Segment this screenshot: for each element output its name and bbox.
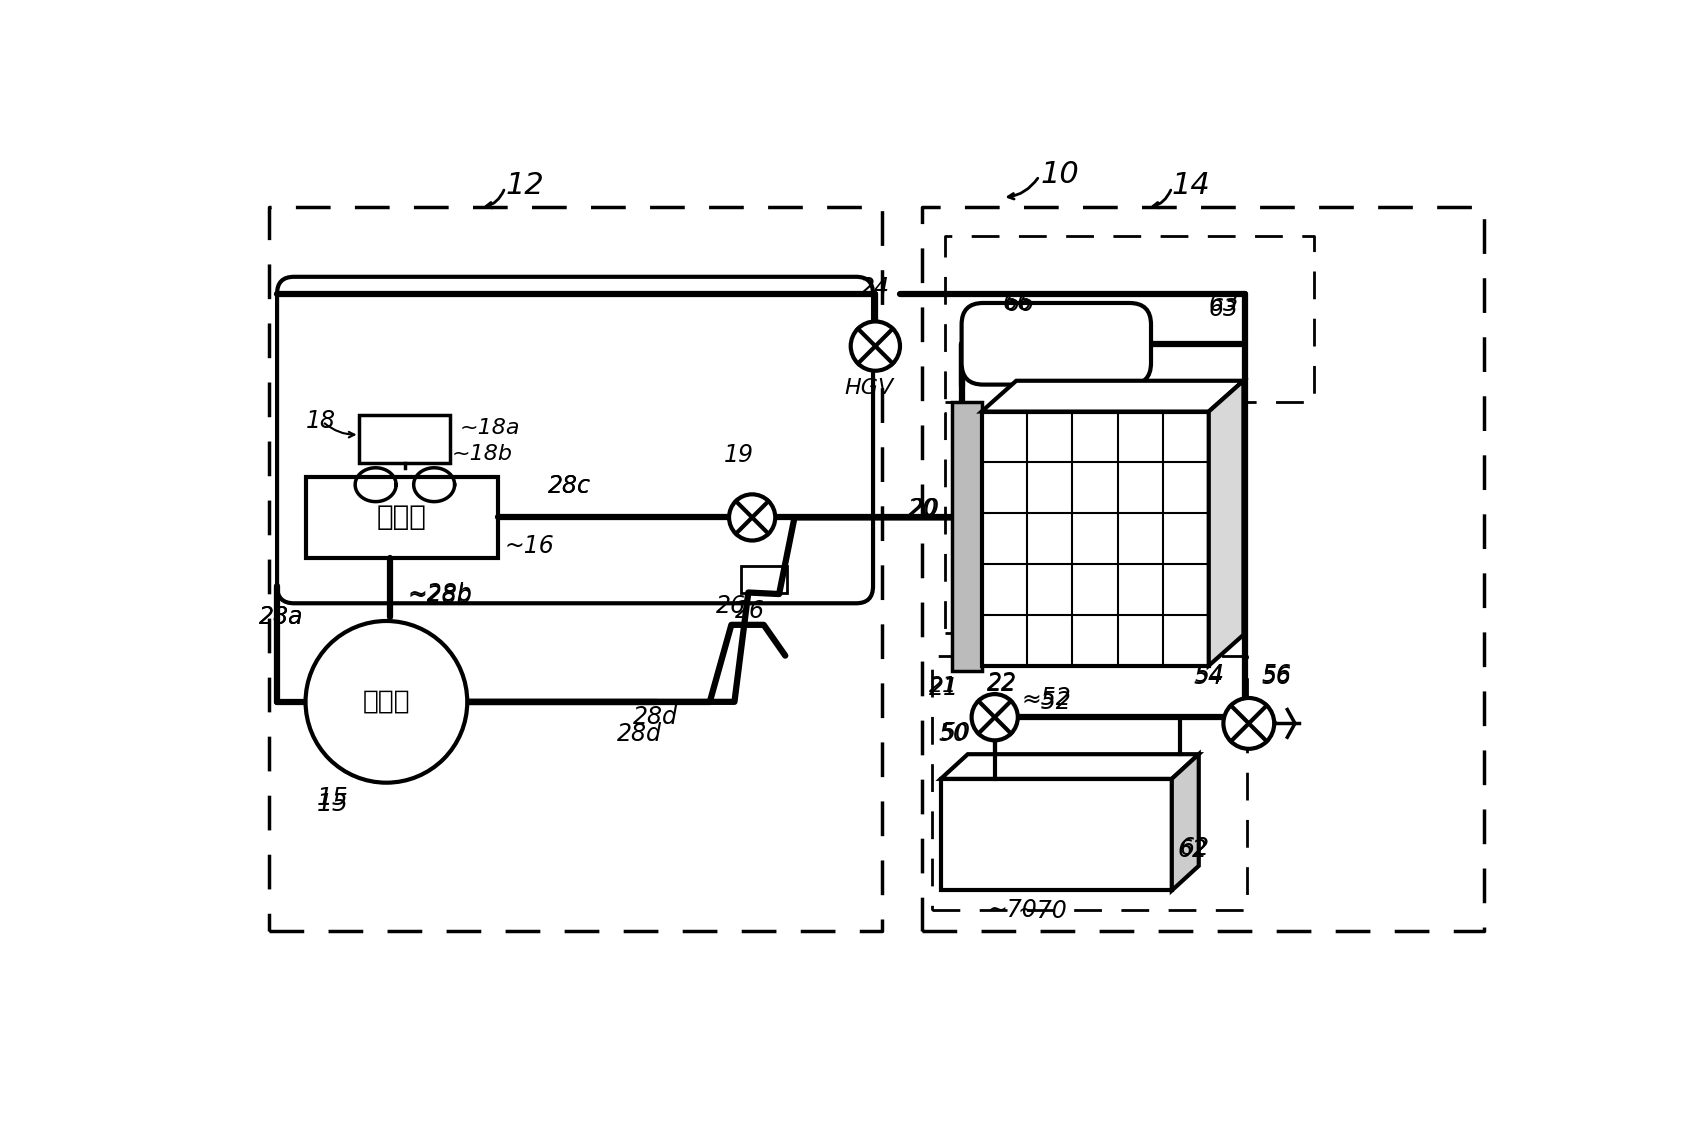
Text: ~52: ~52: [1021, 686, 1071, 711]
Polygon shape: [982, 411, 1208, 665]
Polygon shape: [359, 415, 451, 463]
FancyBboxPatch shape: [962, 303, 1151, 385]
Text: ~52: ~52: [1021, 690, 1071, 714]
Text: 50: 50: [941, 721, 970, 744]
Circle shape: [972, 694, 1018, 740]
Text: 56: 56: [1261, 663, 1292, 687]
Text: 62: 62: [1179, 837, 1210, 860]
Text: 21: 21: [929, 677, 958, 697]
Text: 14: 14: [1171, 171, 1210, 200]
Text: ~16: ~16: [504, 535, 553, 558]
Polygon shape: [306, 477, 499, 557]
Text: 12: 12: [505, 171, 545, 200]
Polygon shape: [953, 402, 982, 671]
Text: 66: 66: [1004, 292, 1035, 315]
Text: 28d: 28d: [633, 705, 677, 730]
Text: 54: 54: [1195, 663, 1225, 687]
Text: 50: 50: [938, 722, 968, 747]
Text: 20: 20: [911, 498, 940, 521]
Text: HGV: HGV: [844, 378, 894, 399]
Text: 62: 62: [1178, 838, 1208, 861]
Text: ~70: ~70: [1018, 900, 1067, 923]
Polygon shape: [1171, 754, 1198, 891]
Text: 10: 10: [1042, 160, 1079, 189]
Text: 54: 54: [1193, 665, 1224, 689]
Text: 28a: 28a: [259, 605, 305, 629]
Text: 24: 24: [860, 276, 890, 301]
Circle shape: [728, 494, 774, 540]
Polygon shape: [982, 381, 1244, 411]
Polygon shape: [941, 754, 1198, 779]
Polygon shape: [1208, 381, 1244, 665]
Text: 28c: 28c: [548, 474, 591, 498]
Text: ~28b: ~28b: [408, 583, 473, 608]
Text: 63: 63: [1208, 292, 1239, 315]
Text: ~28b: ~28b: [407, 582, 471, 606]
Text: 28a: 28a: [259, 605, 305, 629]
Text: 28c: 28c: [548, 474, 591, 498]
Text: 26: 26: [735, 599, 764, 623]
Text: 63: 63: [1208, 297, 1239, 321]
Text: 15: 15: [317, 786, 349, 810]
Polygon shape: [740, 565, 786, 592]
Text: 18: 18: [306, 409, 335, 432]
Text: 冷凝器: 冷凝器: [376, 503, 427, 531]
Text: 15: 15: [317, 793, 349, 816]
Text: 19: 19: [723, 444, 754, 467]
Text: ~18b: ~18b: [451, 444, 512, 464]
Text: ~70: ~70: [987, 897, 1037, 922]
Text: 22: 22: [987, 672, 1018, 696]
Text: 压缩机: 压缩机: [363, 689, 410, 715]
Circle shape: [851, 321, 900, 370]
Circle shape: [306, 622, 468, 783]
Text: 28d: 28d: [618, 722, 662, 747]
Text: 56: 56: [1261, 665, 1292, 689]
Text: ~18a: ~18a: [460, 419, 521, 438]
Polygon shape: [941, 779, 1171, 891]
Text: 26: 26: [717, 593, 745, 617]
Circle shape: [1224, 698, 1275, 749]
Text: 66: 66: [1002, 291, 1033, 315]
Text: 22: 22: [987, 671, 1018, 695]
Text: 21: 21: [929, 676, 960, 700]
Text: 20: 20: [907, 498, 938, 521]
